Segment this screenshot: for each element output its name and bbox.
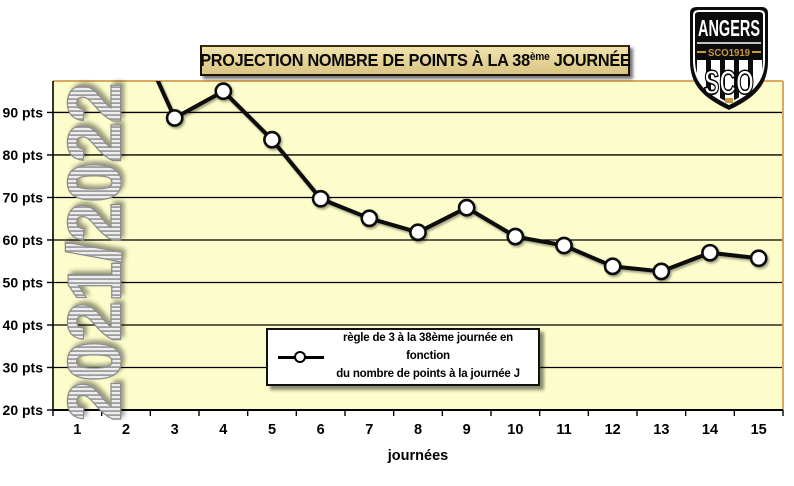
data-point-marker: [409, 223, 427, 242]
legend-series-symbol: [278, 350, 324, 364]
x-tick-label: 4: [219, 422, 227, 438]
x-tick-label: 8: [414, 422, 422, 438]
logo-stripes: [697, 60, 762, 104]
data-point-marker: [652, 262, 671, 281]
x-tick-label: 12: [605, 422, 621, 438]
x-tick-label: 11: [556, 422, 571, 438]
logo-club-name: ANGERS: [698, 15, 760, 41]
x-tick-label: 5: [268, 422, 276, 438]
data-point-marker: [506, 227, 525, 246]
data-point-marker: [263, 130, 281, 149]
data-point-marker: [701, 243, 719, 262]
logo-banner-text: SCO1919: [708, 48, 750, 59]
chart-title-box: PROJECTION NOMBRE DE POINTS À LA 38ème J…: [200, 45, 630, 76]
data-point-marker: [118, 3, 133, 18]
chart-title: PROJECTION NOMBRE DE POINTS À LA 38ème J…: [199, 50, 631, 71]
y-tick-label: 50 pts: [3, 274, 44, 290]
y-tick-label: 20 pts: [3, 402, 44, 418]
series-group: [70, 3, 768, 281]
y-tick-label: 70 pts: [3, 189, 44, 205]
logo-shield: [690, 7, 768, 110]
data-point-marker: [311, 189, 330, 208]
data-point-marker: [165, 109, 184, 127]
data-point-marker: [603, 257, 622, 276]
legend-label-line1: règle de 3 à la 38ème journée en fonctio…: [342, 332, 514, 363]
legend-marker-icon: [294, 351, 306, 363]
data-point-marker: [457, 198, 476, 217]
x-axis-title: journées: [387, 448, 448, 464]
x-tick-label: 7: [365, 422, 373, 438]
data-point-marker: [360, 209, 379, 228]
x-tick-label: 1: [73, 422, 81, 438]
y-tick-label: 90 pts: [3, 104, 44, 120]
x-tick-label: 13: [653, 422, 669, 438]
y-tick-label: 30 pts: [3, 359, 44, 375]
chart-title-superscript: ème: [529, 51, 550, 63]
data-point-marker: [555, 236, 573, 255]
data-point-marker: [214, 82, 233, 101]
chart-title-suffix: JOURNÉE: [549, 50, 631, 70]
x-tick-label: 6: [317, 422, 325, 438]
angers-sco-logo: ANGERS SCO1919 SCO: [690, 7, 768, 110]
x-tick-label: 2: [122, 422, 130, 438]
y-tick-label: 40 pts: [3, 317, 44, 333]
x-tick-label: 15: [751, 422, 767, 438]
logo-bottom-gem: [725, 98, 733, 103]
x-tick-label: 3: [171, 422, 179, 438]
logo-monogram: SCO: [704, 64, 754, 102]
logo-keyline: [693, 10, 765, 106]
data-point-marker: [70, 3, 85, 18]
x-tick-label: 9: [463, 422, 471, 438]
y-tick-label: 60 pts: [3, 232, 44, 248]
legend-label-line2: du nombre de points à la journée J: [336, 367, 520, 380]
x-tick-label: 14: [702, 422, 718, 438]
y-tick-label: 80 pts: [3, 147, 44, 163]
legend-box: règle de 3 à la 38ème journée en fonctio…: [266, 328, 540, 386]
data-point-marker: [749, 249, 768, 268]
x-tick-label: 10: [507, 422, 523, 438]
chart-title-text: PROJECTION NOMBRE DE POINTS À LA 38: [199, 50, 530, 70]
legend-label: règle de 3 à la 38ème journée en fonctio…: [324, 330, 532, 383]
